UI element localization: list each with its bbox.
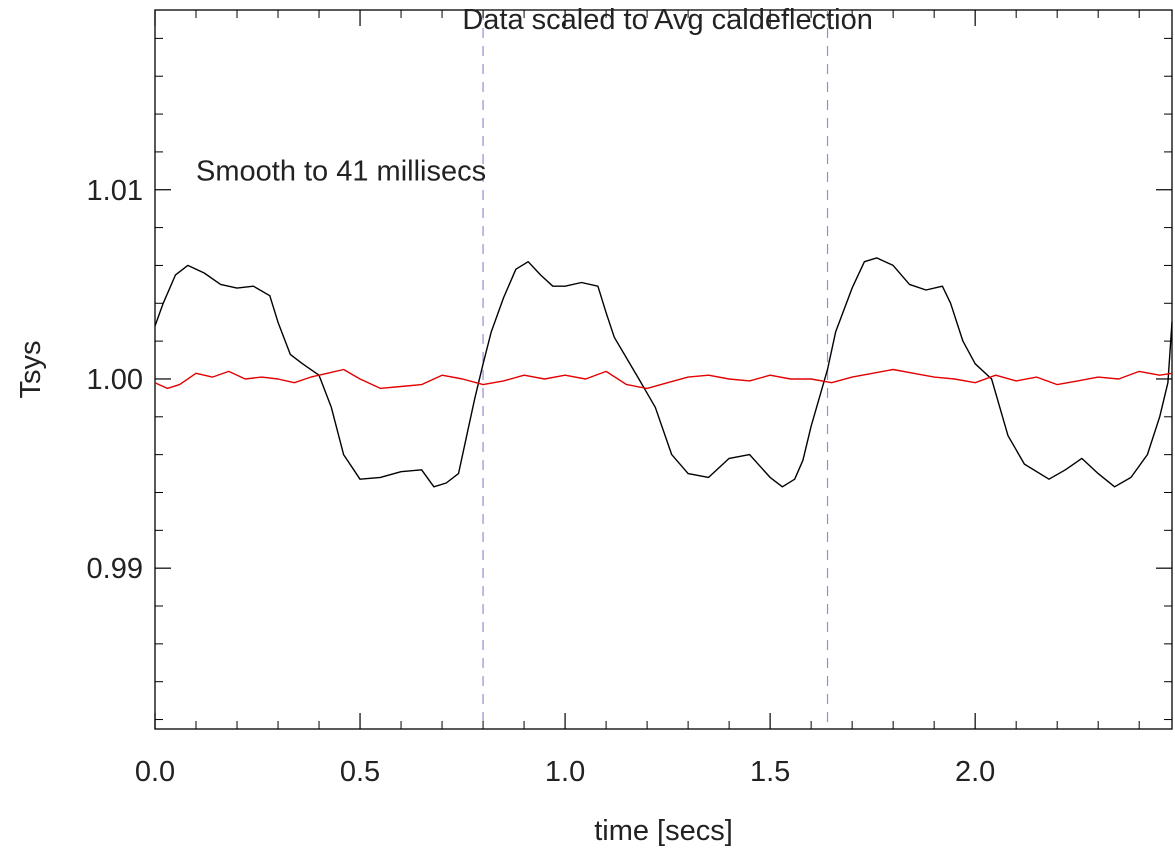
reference-lines bbox=[482, 10, 829, 729]
axis-ticks bbox=[154, 10, 1172, 729]
x-tick-label: 1.5 bbox=[750, 756, 790, 788]
series-line-2 bbox=[154, 368, 1173, 390]
annotation-smoothing: Smooth to 41 millisecs bbox=[196, 155, 486, 187]
annotation-scaling: Data scaled to Avg caldeflection bbox=[462, 4, 873, 36]
x-tick-label: 0.5 bbox=[340, 756, 380, 788]
y-tick-label: 1.01 bbox=[87, 175, 143, 207]
y-axis-label: Tsys bbox=[15, 341, 47, 399]
x-tick-label: 0.0 bbox=[135, 756, 175, 788]
y-tick-label: 0.99 bbox=[87, 553, 143, 585]
series-layer bbox=[154, 257, 1173, 488]
x-tick-label: 1.0 bbox=[545, 756, 585, 788]
x-axis-label: time [secs] bbox=[594, 815, 733, 847]
series-line-1 bbox=[154, 257, 1173, 488]
tick-labels: 0.0 0.5 1.0 1.5 2.0 0.99 1.00 1.01 bbox=[87, 175, 996, 788]
x-tick-label: 2.0 bbox=[955, 756, 995, 788]
y-tick-label: 1.00 bbox=[87, 364, 143, 396]
plot-frame bbox=[154, 9, 1173, 730]
